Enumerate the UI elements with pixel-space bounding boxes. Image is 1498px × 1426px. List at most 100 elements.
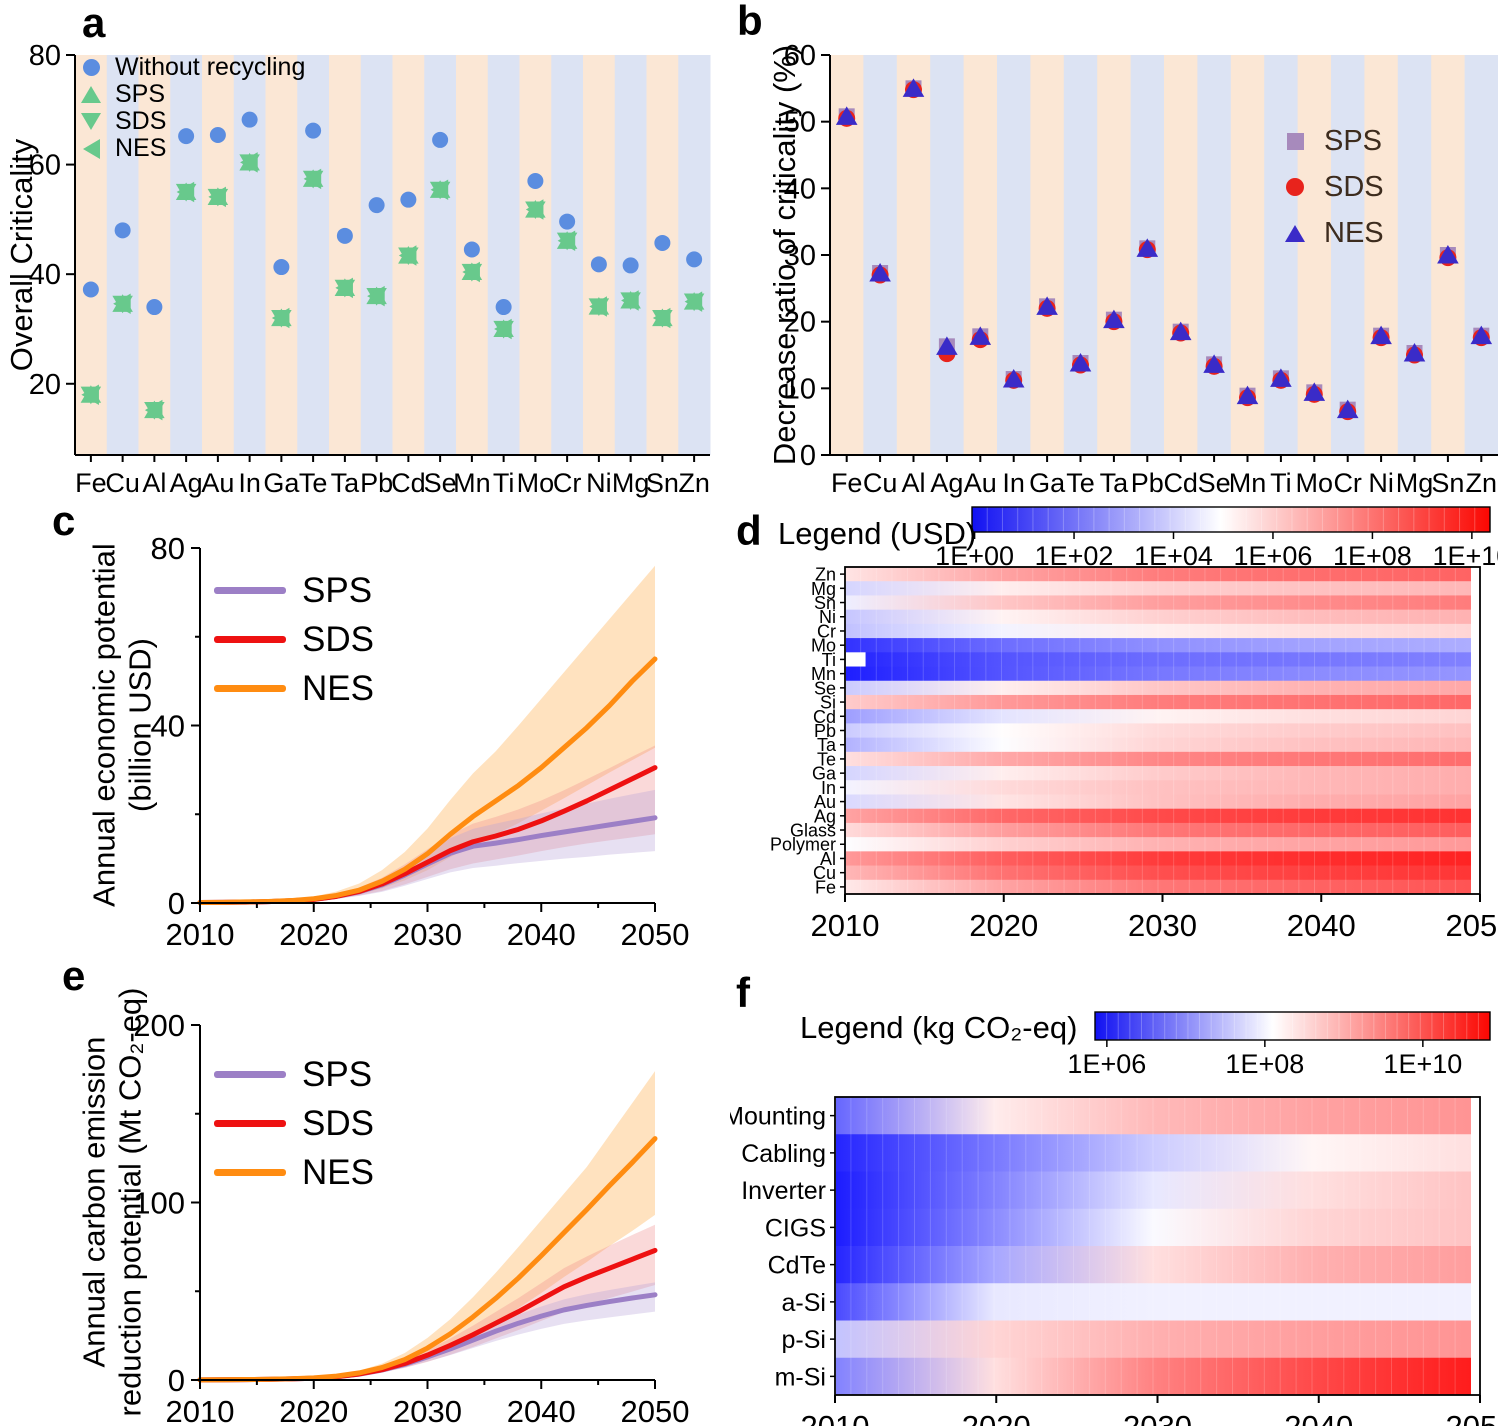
panel-d: Zn Mg Sn Ni Cr Mo Ti Mn Se Si Cd Pb Ta Te Ga In Au Ag Glas… (730, 500, 1498, 950)
legend-item: SPS (1282, 118, 1384, 164)
line-swatch-icon (214, 636, 286, 643)
confidence-bands (200, 1071, 655, 1380)
svg-text:80: 80 (151, 531, 185, 566)
axes (191, 547, 656, 912)
svg-text:Sn: Sn (814, 593, 836, 613)
line-swatch-icon (214, 587, 286, 594)
legend-item: Without recycling (78, 53, 305, 81)
svg-text:10: 10 (784, 373, 816, 405)
panel-c: 0 40 80 2010 2020 2030 2040 2050 c Annual econo… (0, 497, 730, 951)
svg-text:Cr: Cr (817, 621, 836, 641)
svg-text:Zn: Zn (815, 565, 836, 585)
svg-text:Mo: Mo (517, 468, 555, 498)
svg-text:Pb: Pb (814, 721, 836, 741)
svg-text:Ag: Ag (170, 468, 203, 498)
svg-text:Au: Au (814, 792, 836, 812)
colorbar: 1E+06 1E+08 1E+10 (1067, 1011, 1491, 1079)
legend-item: NES (212, 1148, 374, 1197)
svg-text:m-Si: m-Si (775, 1363, 826, 1391)
panel-b-label: b (737, 0, 763, 44)
panel-e-chart: 0 100 200 2010 2020 2030 2040 2050 (133, 1008, 689, 1426)
svg-text:20: 20 (29, 369, 61, 401)
panel-f-label: f (736, 969, 750, 1016)
svg-text:Cu: Cu (863, 468, 898, 498)
svg-text:a-Si: a-Si (782, 1289, 826, 1317)
svg-text:100: 100 (133, 1186, 185, 1221)
legend-item: SDS (1282, 164, 1384, 210)
svg-text:Au: Au (964, 468, 997, 498)
svg-text:Glass: Glass (790, 821, 836, 841)
line-swatch-icon (214, 685, 286, 692)
legend-label: NES (302, 1152, 374, 1192)
svg-text:0: 0 (168, 886, 185, 921)
svg-text:Se: Se (1198, 468, 1231, 498)
axes (821, 54, 1498, 462)
svg-text:Mn: Mn (811, 664, 836, 684)
legend-label: NES (302, 668, 374, 708)
series-NES (81, 152, 703, 421)
svg-text:2030: 2030 (1128, 908, 1197, 943)
svg-text:2040: 2040 (1287, 908, 1356, 943)
y-axis-title-line: Annual carbon emission (76, 1036, 112, 1368)
svg-text:1E+10: 1E+10 (1383, 1049, 1462, 1079)
svg-text:Ta: Ta (331, 468, 361, 498)
legend-item: SDS (212, 615, 374, 664)
triangle-down-marker-icon (81, 113, 101, 130)
legend-item: SPS (212, 566, 374, 615)
svg-text:Mg: Mg (612, 468, 650, 498)
svg-text:Ni: Ni (586, 468, 612, 498)
line-swatch-icon (214, 1169, 286, 1176)
legend-item: SDS (212, 1099, 374, 1148)
legend-label: SPS (1324, 124, 1383, 157)
confidence-bands (200, 565, 655, 903)
x-axis: 2010 2020 2030 2040 2050 (801, 1395, 1498, 1426)
panel-d-heatmap: ZnMgSnNiCrMoTiMnSeSiCdPbTaTeGaInAuAgGlas… (770, 506, 1498, 943)
svg-text:1E+06: 1E+06 (1234, 541, 1313, 571)
panel-f-colorbar-title: Legend (kg CO₂-eq) (800, 1010, 1078, 1045)
svg-text:Ag: Ag (814, 806, 836, 826)
panel-f-heatmap: Mounting Cabling Inverter CIGS CdTe a-Si p-Si m… (730, 1011, 1498, 1426)
legend-label: SPS (115, 80, 166, 108)
svg-text:1E+08: 1E+08 (1225, 1049, 1304, 1079)
svg-text:Mounting: Mounting (730, 1103, 826, 1131)
svg-text:Fe: Fe (75, 468, 107, 498)
x-axis: 2010 2020 2030 2040 2050 (811, 894, 1498, 943)
svg-text:Mo: Mo (1296, 468, 1334, 498)
svg-text:Cabling: Cabling (741, 1140, 826, 1168)
y-axis-title-line: Annual economic potential (86, 543, 122, 907)
svg-text:Se: Se (814, 678, 836, 698)
svg-text:1E+00: 1E+00 (935, 541, 1014, 571)
svg-text:Ti: Ti (493, 468, 515, 498)
svg-text:2030: 2030 (393, 917, 462, 950)
svg-text:2040: 2040 (1284, 1409, 1353, 1426)
line-SPS (197, 1292, 658, 1383)
svg-text:2010: 2010 (166, 1394, 235, 1426)
svg-text:Ta: Ta (817, 735, 837, 755)
panel-c-label: c (52, 497, 76, 544)
legend-label: SDS (302, 1103, 374, 1143)
svg-text:2050: 2050 (621, 917, 690, 950)
svg-text:2050: 2050 (1446, 908, 1498, 943)
svg-text:2020: 2020 (279, 917, 348, 950)
svg-text:Ni: Ni (1368, 468, 1394, 498)
svg-text:2030: 2030 (1123, 1409, 1192, 1426)
svg-text:1E+04: 1E+04 (1134, 541, 1213, 571)
triangle-up-marker-icon (81, 86, 101, 103)
svg-text:2040: 2040 (507, 917, 576, 950)
svg-text:Te: Te (817, 749, 836, 769)
legend-label: SPS (302, 570, 373, 610)
svg-text:Al: Al (820, 849, 836, 869)
category-stripes (75, 55, 711, 455)
panel-a-legend: Without recycling SPS SDS NES (78, 53, 305, 162)
svg-text:80: 80 (29, 40, 61, 72)
panel-c-y-axis-title: Annual economic potential (billion USD) (86, 543, 157, 907)
legend-item: NES (1282, 210, 1384, 256)
svg-text:40: 40 (784, 173, 816, 205)
svg-text:1E+06: 1E+06 (1067, 1049, 1146, 1079)
svg-text:Ga: Ga (812, 764, 837, 784)
svg-text:Cu: Cu (105, 468, 140, 498)
legend-item: NES (78, 134, 305, 162)
svg-text:1E+10: 1E+10 (1432, 541, 1498, 571)
